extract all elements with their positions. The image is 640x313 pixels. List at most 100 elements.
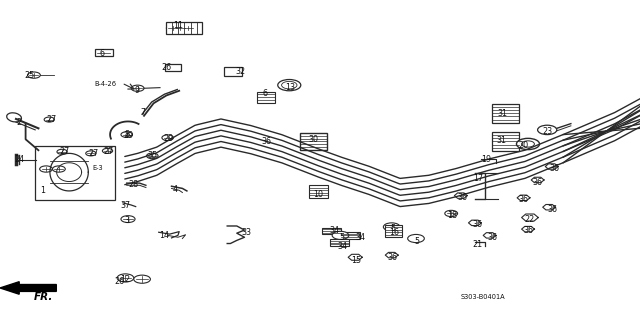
Text: 3: 3 bbox=[125, 216, 130, 225]
Circle shape bbox=[40, 166, 52, 172]
Bar bbox=[257, 91, 275, 103]
Circle shape bbox=[44, 117, 54, 122]
Bar bbox=[322, 228, 341, 234]
Text: 27: 27 bbox=[59, 147, 69, 156]
Circle shape bbox=[134, 275, 150, 283]
Text: 13: 13 bbox=[285, 83, 295, 92]
Text: 34: 34 bbox=[338, 242, 348, 251]
Text: 6: 6 bbox=[262, 90, 268, 98]
Text: 5: 5 bbox=[390, 224, 396, 233]
Text: 1: 1 bbox=[40, 187, 45, 195]
Text: 36: 36 bbox=[458, 193, 468, 202]
Bar bbox=[385, 225, 402, 237]
Circle shape bbox=[121, 216, 135, 223]
Circle shape bbox=[278, 80, 301, 91]
Text: 15: 15 bbox=[351, 256, 361, 265]
Text: 36: 36 bbox=[261, 137, 271, 146]
Text: E-3: E-3 bbox=[93, 165, 104, 172]
Bar bbox=[330, 239, 349, 246]
Text: 27: 27 bbox=[88, 149, 99, 158]
Text: 36: 36 bbox=[488, 233, 498, 242]
Text: 23: 23 bbox=[543, 127, 553, 136]
Text: 4: 4 bbox=[173, 185, 178, 194]
Circle shape bbox=[174, 25, 187, 31]
Text: 18: 18 bbox=[447, 212, 457, 220]
Circle shape bbox=[162, 135, 173, 141]
Circle shape bbox=[408, 234, 424, 243]
Bar bbox=[165, 64, 181, 71]
Text: 12: 12 bbox=[120, 275, 130, 284]
Circle shape bbox=[117, 274, 134, 282]
Text: S303-B0401A: S303-B0401A bbox=[461, 294, 506, 300]
Text: 25: 25 bbox=[24, 71, 35, 80]
Text: 27: 27 bbox=[46, 115, 56, 124]
Text: 35: 35 bbox=[147, 151, 157, 160]
Text: 6: 6 bbox=[99, 49, 104, 58]
Circle shape bbox=[383, 223, 400, 231]
Bar bbox=[35, 146, 115, 200]
Text: 14: 14 bbox=[159, 231, 169, 240]
Text: 36: 36 bbox=[387, 253, 397, 262]
Text: 34: 34 bbox=[330, 227, 340, 235]
Text: 16: 16 bbox=[389, 228, 399, 237]
Text: 27: 27 bbox=[104, 147, 114, 156]
Text: 7: 7 bbox=[141, 108, 146, 117]
Circle shape bbox=[52, 166, 65, 172]
Circle shape bbox=[282, 81, 297, 89]
Text: 21: 21 bbox=[472, 240, 483, 249]
Bar bbox=[341, 232, 360, 239]
Text: FR.: FR. bbox=[34, 292, 53, 302]
Text: 29: 29 bbox=[123, 131, 133, 140]
Bar bbox=[166, 22, 202, 34]
Bar bbox=[300, 133, 327, 150]
Text: 19: 19 bbox=[481, 155, 492, 164]
Circle shape bbox=[522, 141, 534, 147]
Text: 22: 22 bbox=[525, 215, 535, 224]
Text: 31: 31 bbox=[496, 136, 506, 145]
Text: 36: 36 bbox=[518, 195, 529, 204]
Circle shape bbox=[121, 132, 132, 137]
Text: 26: 26 bbox=[114, 277, 124, 286]
Text: 2: 2 bbox=[16, 118, 21, 126]
Text: 36: 36 bbox=[532, 178, 543, 187]
Text: 10: 10 bbox=[314, 190, 324, 198]
Circle shape bbox=[445, 210, 458, 217]
Bar bbox=[95, 49, 113, 56]
Text: 24: 24 bbox=[14, 155, 24, 164]
Text: B-4-26: B-4-26 bbox=[95, 81, 116, 87]
Circle shape bbox=[516, 138, 540, 150]
Text: 32: 32 bbox=[236, 67, 246, 76]
Ellipse shape bbox=[6, 113, 22, 122]
Bar bbox=[492, 104, 519, 123]
Text: 31: 31 bbox=[498, 109, 508, 118]
Circle shape bbox=[28, 72, 40, 78]
Circle shape bbox=[538, 125, 557, 135]
Bar bbox=[492, 132, 519, 151]
Bar bbox=[224, 67, 242, 76]
Text: 8: 8 bbox=[125, 130, 130, 139]
Circle shape bbox=[147, 153, 158, 159]
Circle shape bbox=[182, 25, 195, 31]
Text: 28: 28 bbox=[128, 180, 138, 189]
Text: 20: 20 bbox=[518, 141, 529, 150]
Text: 9: 9 bbox=[134, 86, 140, 95]
Circle shape bbox=[131, 85, 144, 91]
Text: 34: 34 bbox=[355, 233, 365, 242]
Text: 36: 36 bbox=[547, 205, 557, 213]
Text: 11: 11 bbox=[173, 21, 183, 29]
Text: 37: 37 bbox=[120, 201, 131, 209]
Text: 17: 17 bbox=[474, 174, 484, 183]
Text: 36: 36 bbox=[524, 227, 534, 235]
Circle shape bbox=[86, 151, 96, 156]
FancyArrow shape bbox=[0, 282, 56, 294]
Text: 36: 36 bbox=[472, 220, 483, 229]
Circle shape bbox=[57, 149, 67, 154]
Text: 5: 5 bbox=[339, 233, 344, 242]
Circle shape bbox=[166, 25, 179, 31]
Text: 5: 5 bbox=[415, 237, 420, 245]
Circle shape bbox=[102, 148, 113, 153]
Text: 33: 33 bbox=[242, 228, 252, 237]
Text: 29: 29 bbox=[163, 134, 173, 143]
Text: 26: 26 bbox=[161, 63, 172, 72]
Circle shape bbox=[332, 231, 349, 239]
